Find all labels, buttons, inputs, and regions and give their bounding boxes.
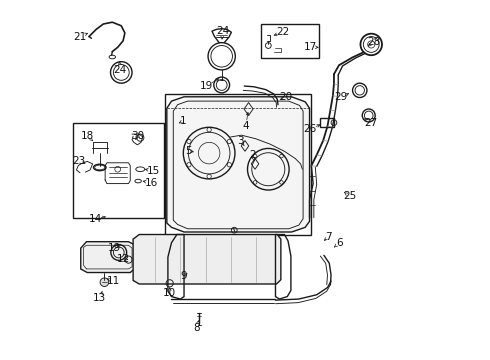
Text: 13: 13 <box>93 293 106 303</box>
Text: 24: 24 <box>114 64 127 75</box>
Bar <box>166 94 311 234</box>
Text: 28: 28 <box>367 37 380 47</box>
Polygon shape <box>81 242 136 273</box>
Text: 21: 21 <box>74 32 87 41</box>
Text: 15: 15 <box>147 166 160 176</box>
Text: 4: 4 <box>243 121 249 131</box>
Text: 10: 10 <box>163 288 176 298</box>
Text: 16: 16 <box>145 177 158 188</box>
Text: 8: 8 <box>193 323 200 333</box>
Text: 6: 6 <box>336 238 343 248</box>
Text: 9: 9 <box>180 271 187 281</box>
Text: 23: 23 <box>73 156 86 166</box>
Text: 20: 20 <box>279 92 293 102</box>
Text: 30: 30 <box>131 131 144 141</box>
Text: 2: 2 <box>249 150 256 160</box>
Text: 22: 22 <box>276 27 290 37</box>
Bar <box>320 118 334 127</box>
Bar <box>73 123 164 218</box>
Text: 11: 11 <box>106 276 120 286</box>
Text: 17: 17 <box>304 42 317 52</box>
Bar <box>261 24 318 58</box>
Text: 25: 25 <box>343 191 356 201</box>
Polygon shape <box>167 97 310 232</box>
Text: 26: 26 <box>304 124 317 134</box>
Text: 1: 1 <box>180 116 187 126</box>
Text: 24: 24 <box>216 26 229 36</box>
Text: 27: 27 <box>364 118 377 128</box>
Text: 18: 18 <box>81 131 95 141</box>
Polygon shape <box>133 234 281 284</box>
Text: 3: 3 <box>237 136 244 145</box>
Text: 19: 19 <box>199 81 213 91</box>
Text: 7: 7 <box>325 232 332 242</box>
Text: 5: 5 <box>185 145 192 156</box>
Text: 14: 14 <box>89 215 102 224</box>
Text: 12: 12 <box>117 254 130 264</box>
Text: 29: 29 <box>335 92 348 102</box>
Circle shape <box>100 278 109 287</box>
Text: 19: 19 <box>107 243 121 253</box>
